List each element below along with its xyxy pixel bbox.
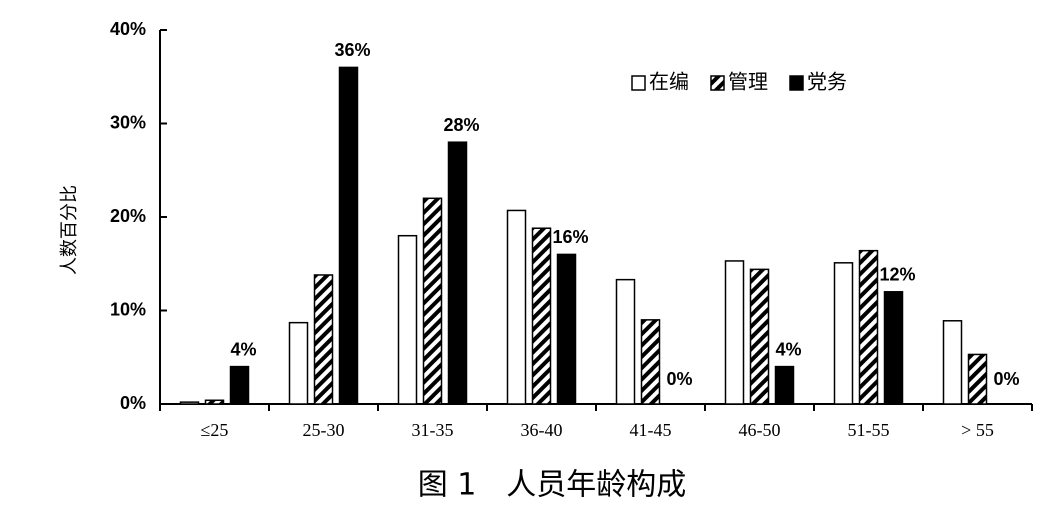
bar [179, 401, 200, 405]
value-label: 4% [230, 339, 256, 359]
y-tick-label: 30% [110, 112, 146, 132]
bar [313, 274, 334, 405]
bar [724, 260, 745, 405]
value-label: 16% [552, 227, 588, 247]
value-label: 12% [879, 265, 915, 285]
x-tick-label: 41-45 [630, 420, 672, 440]
bar [858, 249, 879, 405]
bar [942, 320, 963, 405]
bar [338, 66, 359, 405]
x-tick-label: ≤25 [201, 420, 229, 440]
y-axis-title: 人数百分比 [59, 185, 80, 275]
value-label: 36% [334, 40, 370, 60]
legend-label: 在编 [649, 70, 689, 94]
x-tick-label: 36-40 [521, 420, 563, 440]
bar [615, 278, 636, 405]
bar [422, 197, 443, 405]
chart-title: 图 1 人员年龄构成 [418, 468, 687, 503]
x-tick-label: > 55 [961, 420, 994, 440]
legend-label: 管理 [728, 70, 768, 94]
bar [556, 253, 577, 405]
y-tick-label: 10% [110, 299, 146, 319]
legend-swatch [631, 75, 646, 91]
y-tick-label: 40% [110, 19, 146, 39]
bar [506, 209, 527, 405]
value-label: 0% [993, 369, 1019, 389]
bar [204, 399, 225, 405]
bar [833, 262, 854, 405]
x-tick-label: 51-55 [848, 420, 890, 440]
bar [447, 141, 468, 405]
bar [967, 353, 988, 405]
bar [288, 321, 309, 405]
legend-swatch [789, 75, 804, 91]
bar [531, 227, 552, 405]
bar [774, 365, 795, 405]
value-label: 28% [443, 115, 479, 135]
legend-swatch [710, 75, 725, 91]
x-tick-label: 31-35 [412, 420, 454, 440]
bar [883, 291, 904, 405]
value-label: 4% [775, 339, 801, 359]
x-tick-label: 46-50 [739, 420, 781, 440]
value-label: 0% [666, 369, 692, 389]
y-tick-label: 0% [120, 393, 146, 413]
legend-label: 党务 [807, 70, 847, 94]
x-tick-label: 25-30 [303, 420, 345, 440]
bar [640, 319, 661, 405]
bar [397, 234, 418, 405]
y-tick-label: 20% [110, 206, 146, 226]
bar [229, 365, 250, 405]
bar [749, 268, 770, 405]
